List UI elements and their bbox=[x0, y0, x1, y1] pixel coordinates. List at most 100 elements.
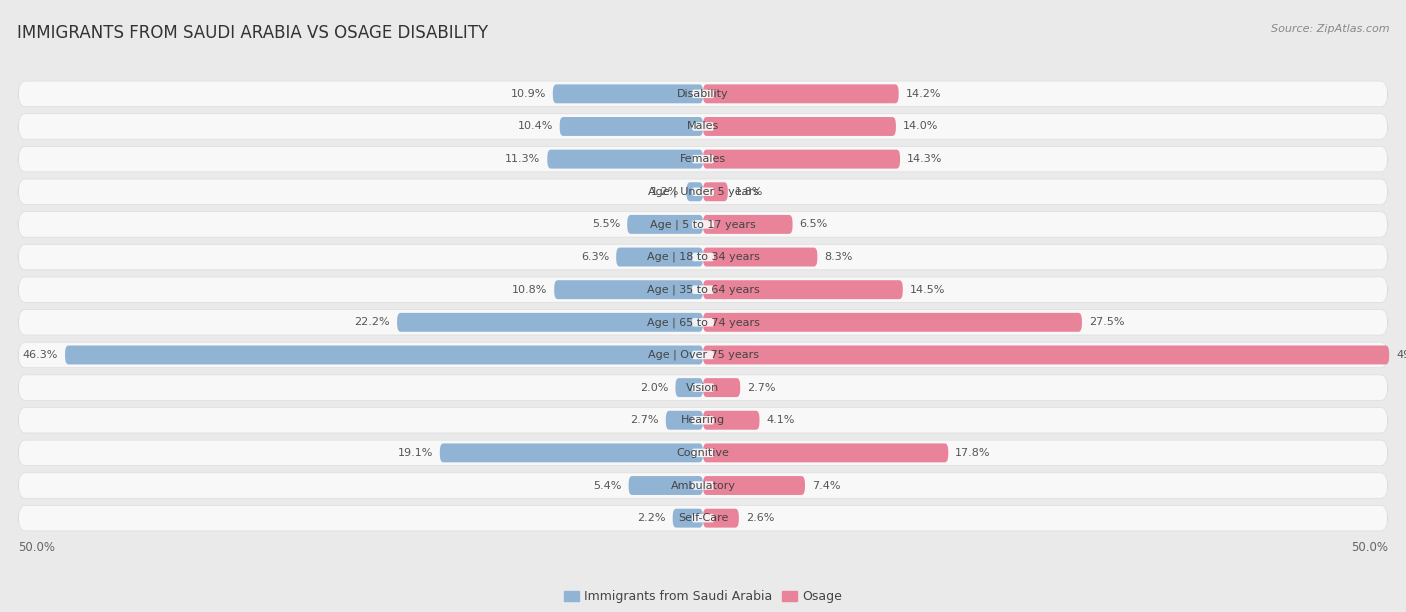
FancyBboxPatch shape bbox=[628, 476, 703, 495]
Text: 2.2%: 2.2% bbox=[637, 513, 666, 523]
Text: Age | 18 to 34 years: Age | 18 to 34 years bbox=[647, 252, 759, 263]
FancyBboxPatch shape bbox=[547, 150, 703, 168]
Text: Ambulatory: Ambulatory bbox=[671, 480, 735, 491]
FancyBboxPatch shape bbox=[703, 476, 806, 495]
Text: 22.2%: 22.2% bbox=[354, 317, 391, 327]
FancyBboxPatch shape bbox=[672, 509, 703, 528]
FancyBboxPatch shape bbox=[703, 313, 1083, 332]
FancyBboxPatch shape bbox=[692, 253, 714, 261]
Text: 49.8%: 49.8% bbox=[1396, 350, 1406, 360]
Text: 7.4%: 7.4% bbox=[811, 480, 841, 491]
Text: Age | Under 5 years: Age | Under 5 years bbox=[648, 187, 758, 197]
FancyBboxPatch shape bbox=[692, 514, 714, 523]
Text: 11.3%: 11.3% bbox=[505, 154, 540, 164]
FancyBboxPatch shape bbox=[627, 215, 703, 234]
Text: 14.5%: 14.5% bbox=[910, 285, 945, 295]
Text: 4.1%: 4.1% bbox=[766, 415, 794, 425]
FancyBboxPatch shape bbox=[692, 449, 714, 457]
Text: 2.7%: 2.7% bbox=[630, 415, 659, 425]
Text: Vision: Vision bbox=[686, 382, 720, 393]
FancyBboxPatch shape bbox=[553, 84, 703, 103]
FancyBboxPatch shape bbox=[18, 342, 1388, 368]
Text: Age | Over 75 years: Age | Over 75 years bbox=[648, 349, 758, 360]
FancyBboxPatch shape bbox=[703, 378, 740, 397]
Text: 2.0%: 2.0% bbox=[640, 382, 669, 393]
Text: Source: ZipAtlas.com: Source: ZipAtlas.com bbox=[1271, 24, 1389, 34]
FancyBboxPatch shape bbox=[692, 155, 714, 163]
Text: Age | 35 to 64 years: Age | 35 to 64 years bbox=[647, 285, 759, 295]
FancyBboxPatch shape bbox=[18, 375, 1388, 400]
Text: Disability: Disability bbox=[678, 89, 728, 99]
FancyBboxPatch shape bbox=[18, 179, 1388, 204]
FancyBboxPatch shape bbox=[692, 187, 714, 196]
FancyBboxPatch shape bbox=[703, 509, 738, 528]
Text: 8.3%: 8.3% bbox=[824, 252, 852, 262]
Text: 14.0%: 14.0% bbox=[903, 121, 938, 132]
FancyBboxPatch shape bbox=[18, 440, 1388, 466]
FancyBboxPatch shape bbox=[703, 280, 903, 299]
FancyBboxPatch shape bbox=[703, 215, 793, 234]
Text: 14.2%: 14.2% bbox=[905, 89, 941, 99]
Text: 50.0%: 50.0% bbox=[1351, 541, 1388, 554]
Text: 50.0%: 50.0% bbox=[18, 541, 55, 554]
FancyBboxPatch shape bbox=[560, 117, 703, 136]
FancyBboxPatch shape bbox=[18, 244, 1388, 270]
FancyBboxPatch shape bbox=[703, 444, 948, 462]
Text: 17.8%: 17.8% bbox=[955, 448, 991, 458]
Text: Females: Females bbox=[681, 154, 725, 164]
FancyBboxPatch shape bbox=[692, 285, 714, 294]
FancyBboxPatch shape bbox=[18, 114, 1388, 139]
FancyBboxPatch shape bbox=[18, 277, 1388, 302]
FancyBboxPatch shape bbox=[686, 182, 703, 201]
FancyBboxPatch shape bbox=[18, 506, 1388, 531]
FancyBboxPatch shape bbox=[703, 117, 896, 136]
Text: 1.8%: 1.8% bbox=[735, 187, 763, 197]
Text: Age | 65 to 74 years: Age | 65 to 74 years bbox=[647, 317, 759, 327]
FancyBboxPatch shape bbox=[692, 383, 714, 392]
Text: 27.5%: 27.5% bbox=[1088, 317, 1125, 327]
Text: 6.3%: 6.3% bbox=[581, 252, 609, 262]
FancyBboxPatch shape bbox=[65, 346, 703, 364]
Text: 10.4%: 10.4% bbox=[517, 121, 553, 132]
Text: 6.5%: 6.5% bbox=[800, 219, 828, 230]
FancyBboxPatch shape bbox=[692, 220, 714, 229]
FancyBboxPatch shape bbox=[440, 444, 703, 462]
FancyBboxPatch shape bbox=[703, 84, 898, 103]
FancyBboxPatch shape bbox=[692, 318, 714, 327]
FancyBboxPatch shape bbox=[554, 280, 703, 299]
FancyBboxPatch shape bbox=[703, 150, 900, 168]
Text: Hearing: Hearing bbox=[681, 415, 725, 425]
FancyBboxPatch shape bbox=[18, 310, 1388, 335]
Text: Males: Males bbox=[688, 121, 718, 132]
Text: 5.5%: 5.5% bbox=[592, 219, 620, 230]
Text: 2.6%: 2.6% bbox=[745, 513, 775, 523]
FancyBboxPatch shape bbox=[703, 248, 817, 266]
FancyBboxPatch shape bbox=[18, 146, 1388, 172]
Text: Cognitive: Cognitive bbox=[676, 448, 730, 458]
FancyBboxPatch shape bbox=[18, 408, 1388, 433]
FancyBboxPatch shape bbox=[703, 346, 1389, 364]
FancyBboxPatch shape bbox=[675, 378, 703, 397]
FancyBboxPatch shape bbox=[692, 481, 714, 490]
Text: 10.8%: 10.8% bbox=[512, 285, 547, 295]
FancyBboxPatch shape bbox=[703, 182, 728, 201]
FancyBboxPatch shape bbox=[666, 411, 703, 430]
FancyBboxPatch shape bbox=[703, 411, 759, 430]
FancyBboxPatch shape bbox=[18, 212, 1388, 237]
Text: Age | 5 to 17 years: Age | 5 to 17 years bbox=[650, 219, 756, 230]
FancyBboxPatch shape bbox=[692, 351, 714, 359]
FancyBboxPatch shape bbox=[18, 473, 1388, 498]
Text: 10.9%: 10.9% bbox=[510, 89, 546, 99]
Text: Self-Care: Self-Care bbox=[678, 513, 728, 523]
Legend: Immigrants from Saudi Arabia, Osage: Immigrants from Saudi Arabia, Osage bbox=[560, 585, 846, 608]
Text: 1.2%: 1.2% bbox=[651, 187, 679, 197]
Text: 46.3%: 46.3% bbox=[22, 350, 58, 360]
FancyBboxPatch shape bbox=[692, 89, 714, 98]
FancyBboxPatch shape bbox=[396, 313, 703, 332]
FancyBboxPatch shape bbox=[616, 248, 703, 266]
FancyBboxPatch shape bbox=[692, 122, 714, 131]
FancyBboxPatch shape bbox=[18, 81, 1388, 106]
Text: 2.7%: 2.7% bbox=[747, 382, 776, 393]
Text: IMMIGRANTS FROM SAUDI ARABIA VS OSAGE DISABILITY: IMMIGRANTS FROM SAUDI ARABIA VS OSAGE DI… bbox=[17, 24, 488, 42]
FancyBboxPatch shape bbox=[692, 416, 714, 425]
